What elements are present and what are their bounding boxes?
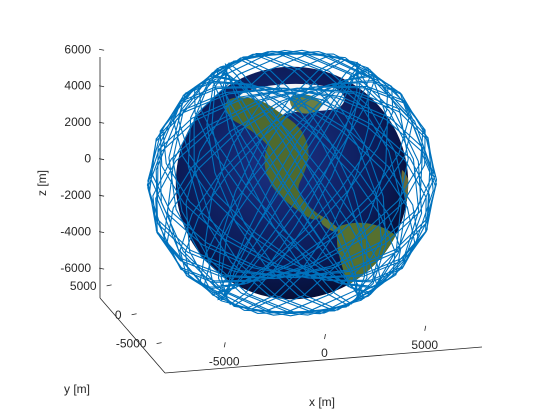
z-tick-label: 0 xyxy=(84,152,91,166)
y-tick-mark xyxy=(131,313,137,316)
z-tick-mark xyxy=(99,267,105,270)
z-tick-label: 4000 xyxy=(64,79,91,93)
x-tick-label: -5000 xyxy=(209,354,240,368)
x-axis-label: x [m] xyxy=(309,395,335,409)
z-axis-label: z [m] xyxy=(35,170,49,196)
y-axis-label: y [m] xyxy=(64,382,90,396)
y-axis-line xyxy=(99,297,166,374)
y-axis-ticks: 5000 0 -5000 xyxy=(70,279,162,351)
x-tick-label: 0 xyxy=(321,346,328,360)
x-tick-label: 5000 xyxy=(411,338,438,352)
z-tick-label: -2000 xyxy=(60,188,91,202)
x-tick-mark xyxy=(424,325,427,331)
z-tick-label: 6000 xyxy=(64,42,91,56)
z-tick-mark xyxy=(99,85,105,88)
z-tick-mark xyxy=(99,231,105,234)
z-tick-mark xyxy=(99,158,105,161)
z-tick-label: -4000 xyxy=(60,225,91,239)
x-tick-mark xyxy=(223,342,226,348)
orbit-series-line xyxy=(146,49,438,317)
y-tick-label: -5000 xyxy=(116,337,147,351)
axes-lines xyxy=(99,57,483,374)
x-axis-ticks: -5000 0 5000 xyxy=(209,325,438,368)
orbit-series xyxy=(146,49,438,317)
y-tick-mark xyxy=(106,284,112,287)
z-tick-mark xyxy=(99,48,105,51)
y-tick-label: 0 xyxy=(115,308,122,322)
z-tick-mark xyxy=(99,121,105,124)
z-axis-ticks: 6000 4000 2000 0 -2000 -4000 -6000 xyxy=(60,42,105,275)
z-tick-label: -6000 xyxy=(60,261,91,275)
earth-north-america xyxy=(225,97,320,220)
z-tick-label: 2000 xyxy=(64,115,91,129)
z-tick-mark xyxy=(99,194,105,197)
x-tick-mark xyxy=(324,333,326,340)
y-tick-label: 5000 xyxy=(70,279,97,293)
y-tick-mark xyxy=(156,342,162,345)
x-axis-line xyxy=(164,346,483,374)
